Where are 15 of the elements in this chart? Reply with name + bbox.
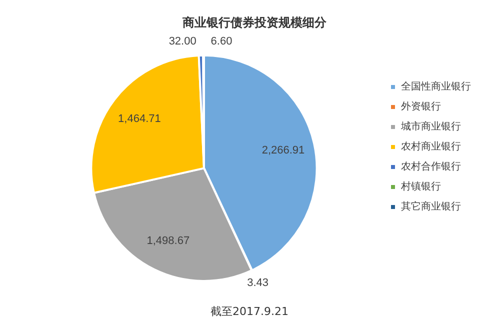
data-label: 32.00 [168, 35, 196, 48]
legend-label: 城市商业银行 [400, 120, 461, 133]
legend-label: 全国性商业银行 [401, 80, 471, 93]
legend-label: 农村合作银行 [401, 160, 461, 173]
legend-label: 外资银行 [401, 100, 441, 113]
data-label: 6.60 [210, 35, 232, 48]
chart-title: 商业银行债券投资规模细分 [182, 15, 328, 30]
legend-label: 其它商业银行 [401, 200, 461, 213]
legend-label: 村镇银行 [400, 180, 441, 193]
data-label: 3.43 [247, 277, 268, 290]
text: 截至2017.9.21 [210, 304, 290, 319]
data-label: 1,464.71 [118, 112, 161, 125]
data-label: 2,266.91 [262, 144, 305, 157]
data-label: 1,498.67 [146, 235, 190, 248]
legend-label: 农村商业银行 [401, 140, 461, 153]
